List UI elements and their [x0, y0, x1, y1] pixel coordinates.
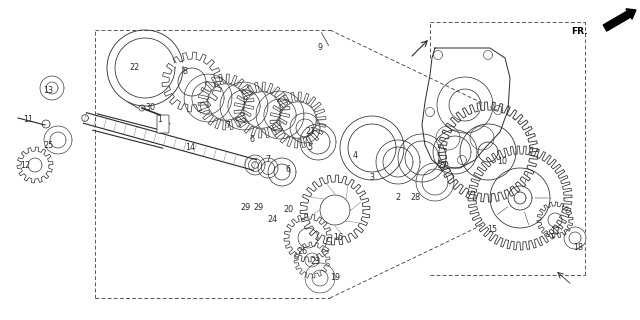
Polygon shape — [208, 84, 244, 120]
Text: 22: 22 — [130, 63, 140, 73]
Polygon shape — [40, 76, 64, 100]
Text: 4: 4 — [353, 150, 358, 159]
Text: 28: 28 — [410, 194, 420, 203]
Polygon shape — [416, 163, 454, 201]
Text: 20: 20 — [283, 205, 293, 214]
Text: 27: 27 — [437, 161, 447, 170]
FancyArrow shape — [604, 9, 636, 31]
Text: 2: 2 — [396, 194, 401, 203]
Polygon shape — [300, 124, 336, 160]
Text: 7: 7 — [266, 156, 271, 164]
Text: 17: 17 — [550, 228, 560, 236]
Text: 19: 19 — [330, 274, 340, 283]
Polygon shape — [44, 126, 72, 154]
Polygon shape — [245, 155, 265, 175]
Polygon shape — [433, 130, 477, 174]
Polygon shape — [460, 124, 516, 180]
Polygon shape — [537, 202, 573, 238]
Polygon shape — [268, 158, 296, 186]
Polygon shape — [162, 52, 222, 112]
Text: 21: 21 — [305, 127, 315, 137]
Text: 8: 8 — [182, 68, 188, 76]
Polygon shape — [284, 214, 332, 262]
Text: 24: 24 — [267, 215, 277, 225]
Text: 9: 9 — [317, 44, 323, 52]
Text: 6: 6 — [285, 165, 291, 174]
Text: 13: 13 — [43, 85, 53, 94]
Polygon shape — [398, 134, 446, 182]
Text: 29: 29 — [240, 204, 250, 212]
Text: 3: 3 — [369, 173, 374, 182]
Text: 30: 30 — [145, 103, 155, 113]
Text: 11: 11 — [23, 116, 33, 124]
Polygon shape — [270, 92, 326, 148]
Polygon shape — [320, 195, 350, 225]
Polygon shape — [290, 113, 320, 143]
Text: 23: 23 — [310, 258, 320, 267]
Polygon shape — [438, 102, 538, 202]
Polygon shape — [234, 82, 290, 138]
Text: 14: 14 — [185, 143, 195, 153]
Polygon shape — [305, 263, 335, 293]
Polygon shape — [17, 147, 53, 183]
Polygon shape — [376, 140, 420, 184]
Polygon shape — [294, 242, 330, 278]
Polygon shape — [300, 175, 370, 245]
Text: FR.: FR. — [572, 28, 588, 36]
Text: 10: 10 — [497, 157, 507, 166]
Text: 25: 25 — [43, 140, 53, 149]
Polygon shape — [280, 102, 316, 138]
Polygon shape — [468, 146, 572, 250]
Polygon shape — [184, 74, 232, 122]
Polygon shape — [256, 91, 304, 139]
Text: 5: 5 — [307, 143, 312, 153]
Polygon shape — [178, 68, 206, 96]
Polygon shape — [258, 158, 278, 178]
Polygon shape — [220, 82, 268, 130]
Text: 6: 6 — [250, 135, 255, 145]
Text: 12: 12 — [20, 161, 30, 170]
Polygon shape — [490, 168, 550, 228]
Polygon shape — [340, 116, 404, 180]
Text: 29: 29 — [253, 204, 263, 212]
Text: 7: 7 — [225, 121, 230, 130]
FancyBboxPatch shape — [157, 115, 169, 133]
Text: 18: 18 — [573, 244, 583, 252]
Polygon shape — [564, 227, 586, 249]
Text: 26: 26 — [297, 247, 307, 257]
Text: 1: 1 — [157, 116, 163, 124]
Text: 15: 15 — [487, 226, 497, 235]
Polygon shape — [244, 92, 280, 128]
Polygon shape — [198, 74, 254, 130]
Text: 16: 16 — [333, 234, 343, 243]
